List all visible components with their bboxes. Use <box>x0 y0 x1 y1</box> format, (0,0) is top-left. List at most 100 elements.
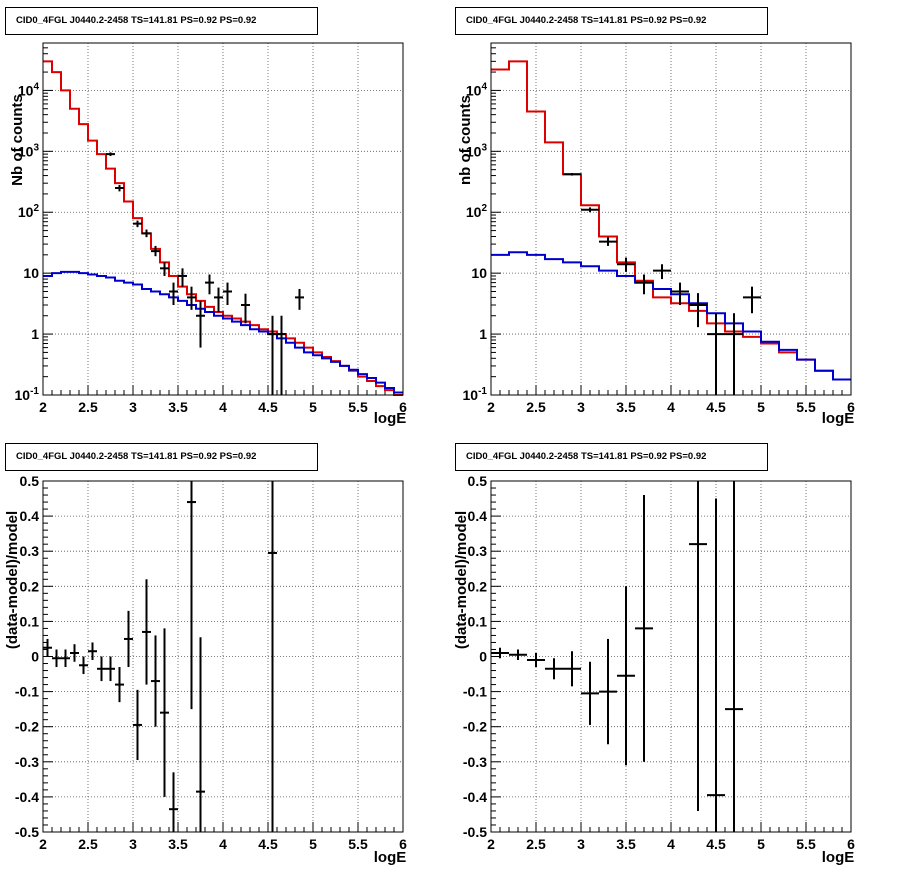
data-point <box>635 274 653 295</box>
x-tick-label: 3.5 <box>616 399 636 415</box>
data-point <box>599 237 617 246</box>
data-point <box>61 649 70 668</box>
x-tick-label: 5.5 <box>796 836 816 852</box>
y-axis-label: nb of counts <box>457 95 474 185</box>
x-tick-label: 5 <box>309 836 317 852</box>
x-tick-label: 4.5 <box>706 399 726 415</box>
data-point <box>743 286 761 314</box>
y-tick-label: 10 <box>471 265 487 281</box>
x-tick-label: 3 <box>577 399 585 415</box>
y-tick-label: -0.1 <box>15 684 39 700</box>
data-point <box>689 293 707 328</box>
y-tick-label: -0.1 <box>463 684 487 700</box>
data-point <box>635 495 653 762</box>
data-point <box>268 315 277 395</box>
x-axis-label: logE <box>374 410 407 427</box>
axes: 2 2.5 3 3.5 4 4.5 5 5.5 6 -0.5 -0.4 -0.3 -0.2 -0.1 0 0.… <box>453 473 855 866</box>
data-point <box>617 586 635 766</box>
y-tick-label: -0.3 <box>463 754 487 770</box>
x-tick-label: 4 <box>219 836 227 852</box>
axes: 2 2.5 3 3.5 4 4.5 5 5.5 6 10-1 1 10 102 103 104 logE Nb … <box>9 42 407 427</box>
y-tick-label: -0.3 <box>15 754 39 770</box>
data-points <box>491 481 743 832</box>
data-point <box>151 245 160 257</box>
x-tick-label: 2 <box>487 836 495 852</box>
model-total-series <box>491 60 851 381</box>
data-point <box>115 667 124 703</box>
x-tick-label: 4.5 <box>258 399 278 415</box>
x-axis-label: logE <box>822 410 855 427</box>
x-tick-label: 4.5 <box>706 836 726 852</box>
data-point <box>160 262 169 276</box>
y-tick-label: 0.5 <box>468 473 488 489</box>
data-point <box>70 644 79 662</box>
plot-title-bottom-left: CID0_4FGL J0440.2-2458 TS=141.81 PS=0.92… <box>5 443 318 471</box>
x-tick-label: 4 <box>667 399 675 415</box>
counts-plot-top-right: 2 2.5 3 3.5 4 4.5 5 5.5 6 10-1 1 10 102 103 104 logE nb … <box>457 42 855 427</box>
y-tick-label: 0.3 <box>20 543 40 559</box>
x-tick-label: 3.5 <box>616 836 636 852</box>
x-tick-label: 2.5 <box>78 836 98 852</box>
data-point <box>196 637 205 832</box>
data-point <box>527 652 545 668</box>
y-tick-label: 0 <box>479 649 487 665</box>
data-point <box>205 274 214 295</box>
x-tick-label: 2 <box>39 836 47 852</box>
x-tick-label: 6 <box>847 836 855 852</box>
y-tick-label: -0.2 <box>463 719 487 735</box>
y-tick-label: 0.5 <box>20 473 40 489</box>
x-axis-label: logE <box>822 849 855 866</box>
data-points <box>563 173 761 395</box>
x-tick-label: 2 <box>39 399 47 415</box>
data-point <box>187 286 196 310</box>
x-tick-label: 5 <box>309 399 317 415</box>
data-point <box>169 282 178 306</box>
counts-plot-top-left: 2 2.5 3 3.5 4 4.5 5 5.5 6 10-1 1 10 102 103 104 logE Nb … <box>9 42 407 427</box>
data-point <box>563 651 581 687</box>
y-tick-label: -0.5 <box>15 824 39 840</box>
x-tick-label: 6 <box>399 836 407 852</box>
data-point <box>169 772 178 832</box>
residual-plot-bottom-left: 2 2.5 3 3.5 4 4.5 5 5.5 6 -0.5 -0.4 -0.3 -0.2 -0.1 0 0.… <box>4 473 407 866</box>
data-point <box>43 638 52 657</box>
x-tick-label: 2.5 <box>526 399 546 415</box>
y-tick-label: 0.1 <box>468 613 488 629</box>
grid <box>491 481 851 832</box>
y-tick-label: 10 <box>23 265 39 281</box>
y-tick-label: 0.1 <box>20 613 40 629</box>
data-point <box>79 656 88 675</box>
x-axis-label: logE <box>374 849 407 866</box>
y-tick-label: -0.2 <box>15 719 39 735</box>
plot-title-bottom-right: CID0_4FGL J0440.2-2458 TS=141.81 PS=0.92… <box>455 443 768 471</box>
y-tick-label: 1 <box>479 326 487 342</box>
x-tick-label: 6 <box>399 399 407 415</box>
y-tick-label: 0.3 <box>468 543 488 559</box>
y-tick-label: 1 <box>31 326 39 342</box>
y-axis-label: (data-model)/model <box>4 511 21 649</box>
axes: 2 2.5 3 3.5 4 4.5 5 5.5 6 -0.5 -0.4 -0.3 -0.2 -0.1 0 0.… <box>4 473 407 866</box>
x-tick-label: 5.5 <box>348 399 368 415</box>
residual-plot-bottom-right: 2 2.5 3 3.5 4 4.5 5 5.5 6 -0.5 -0.4 -0.3 -0.2 -0.1 0 0.… <box>453 473 855 866</box>
data-point <box>617 257 635 272</box>
y-tick-label: 10-1 <box>15 386 40 403</box>
data-point <box>97 656 106 682</box>
y-tick-label: 102 <box>18 203 40 220</box>
data-point <box>187 481 196 710</box>
y-tick-label: 103 <box>466 142 488 159</box>
x-tick-label: 3.5 <box>168 399 188 415</box>
data-point <box>214 287 223 313</box>
y-tick-label: 0.4 <box>20 508 40 524</box>
y-tick-label: 102 <box>466 203 488 220</box>
y-tick-label: 0.2 <box>20 578 40 594</box>
data-point <box>223 282 232 306</box>
model-background-series <box>43 270 403 394</box>
data-point <box>545 658 563 680</box>
plot-frame <box>42 480 404 833</box>
y-tick-label: 0.2 <box>468 578 488 594</box>
x-tick-label: 5.5 <box>796 399 816 415</box>
y-tick-label: 103 <box>18 142 40 159</box>
x-tick-label: 4 <box>219 399 227 415</box>
data-point <box>277 315 286 395</box>
data-point <box>133 689 142 761</box>
y-tick-label: 104 <box>466 81 488 98</box>
